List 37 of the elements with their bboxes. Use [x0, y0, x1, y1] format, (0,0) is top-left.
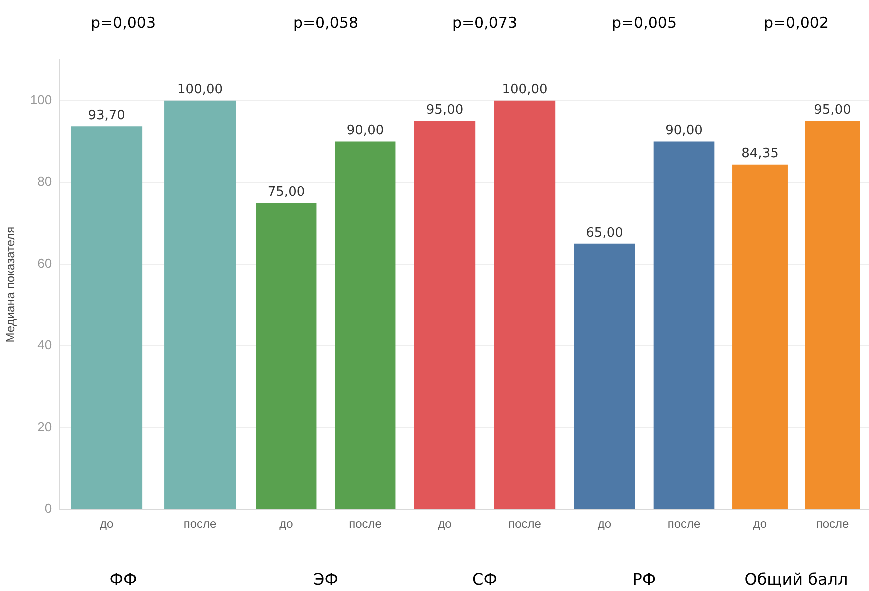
data-label: 100,00 — [502, 82, 548, 98]
chart-title: p=0,058 — [292, 14, 360, 32]
x-tick-label: после — [184, 517, 218, 532]
data-label: 90,00 — [346, 124, 384, 139]
x-axis-title: РФ — [632, 570, 658, 589]
x-axis-title: СФ — [472, 570, 498, 589]
data-label: 95,00 — [426, 103, 464, 118]
data-label: 100,00 — [178, 82, 224, 98]
x-tick-label: до — [100, 517, 114, 532]
data-label: 65,00 — [586, 226, 624, 241]
chart-title: p=0,002 — [762, 14, 830, 32]
x-tick-label: после — [349, 517, 382, 532]
x-tick-label: до — [753, 517, 768, 532]
y-tick-label: 80 — [38, 174, 52, 190]
x-axis-title: Общий балл — [744, 570, 850, 589]
chart-title: p=0,003 — [90, 14, 158, 32]
chart-title: p=0,073 — [451, 14, 519, 32]
x-tick-label: после — [816, 517, 850, 532]
chart-title: p=0,005 — [610, 14, 678, 32]
y-tick-label: 40 — [38, 338, 52, 353]
data-label: 75,00 — [268, 184, 306, 200]
y-axis-title: Медиана показателя — [4, 226, 18, 343]
data-label: 90,00 — [666, 124, 703, 139]
x-tick-label: после — [508, 517, 542, 532]
x-axis-title: ЭФ — [312, 570, 340, 589]
data-label: 93,70 — [88, 108, 126, 124]
data-label: 95,00 — [814, 103, 852, 118]
x-tick-label: до — [598, 517, 612, 532]
x-axis-title: ФФ — [108, 570, 138, 589]
data-label: 84,35 — [742, 146, 779, 162]
y-tick-label: 0 — [44, 501, 52, 516]
x-tick-label: до — [438, 517, 452, 532]
x-tick-label: после — [668, 517, 701, 532]
y-tick-label: 60 — [38, 256, 52, 271]
y-tick-label: 100 — [30, 92, 52, 108]
x-tick-label: до — [280, 517, 294, 532]
y-tick-label: 20 — [38, 419, 52, 434]
